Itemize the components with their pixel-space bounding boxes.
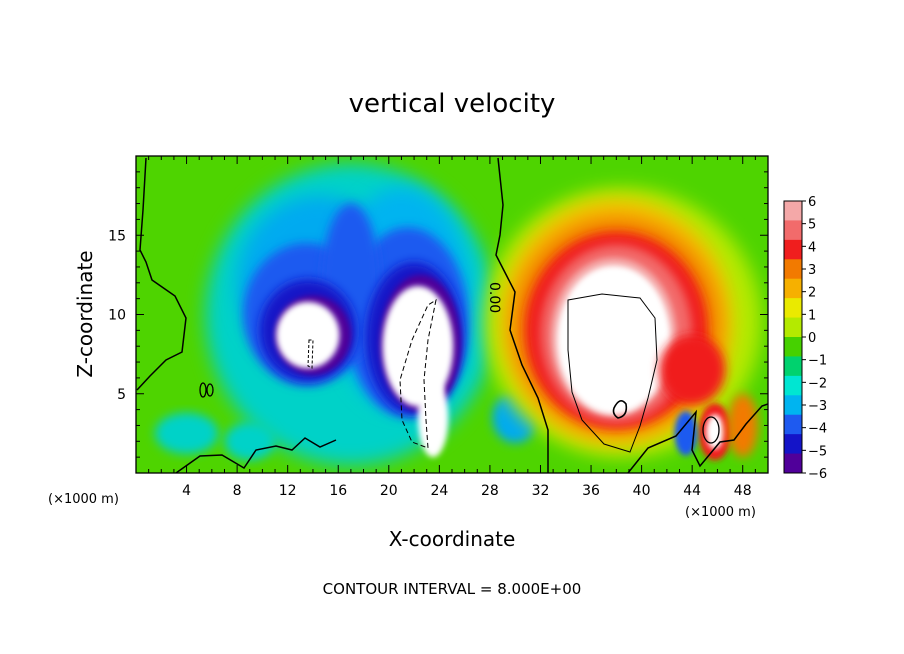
x-tick-label: 28 — [481, 483, 499, 499]
x-tick-label: 40 — [633, 483, 651, 499]
colorbar-swatch — [784, 317, 802, 338]
colorbar-swatch — [784, 395, 802, 416]
contour-updraft-core — [567, 293, 658, 453]
colorbar: 6 5 4 3 2 1 0 −1 −2 −3 −4 −5 −6 — [783, 195, 827, 482]
colorbar-label: 2 — [808, 286, 816, 301]
y-tick-label: 5 — [117, 387, 126, 403]
contour-lines — [136, 157, 768, 473]
colorbar-swatch — [784, 298, 802, 319]
x-tick-label: 12 — [279, 483, 297, 499]
colorbar-label: 3 — [808, 263, 816, 278]
colorbar-label: 6 — [808, 195, 816, 210]
x-tick-label: 24 — [430, 483, 448, 499]
contour-zero-west — [136, 157, 187, 391]
contour-zero-floor — [175, 437, 337, 473]
colorbar-swatch — [784, 220, 802, 241]
y-axis: 5 10 15 — [108, 171, 768, 458]
field-blob — [674, 411, 698, 456]
field-blob — [556, 265, 671, 415]
contour-loop-east — [702, 416, 720, 444]
y-axis-label: Z-coordinate — [73, 250, 97, 377]
colorbar-swatch — [784, 453, 802, 474]
contour-zero-east — [495, 157, 549, 473]
contour-label: 0.00 — [486, 282, 502, 313]
colorbar-label: 4 — [808, 240, 816, 255]
x-tick-label: 20 — [380, 483, 398, 499]
colorbar-label: −6 — [808, 467, 827, 482]
plot-area — [136, 156, 768, 473]
colorbar-swatch — [784, 278, 802, 299]
x-axis-label: X-coordinate — [389, 527, 516, 551]
contour-downdraft-west-dashed — [307, 339, 314, 369]
colorbar-label: −2 — [808, 376, 827, 391]
contour-zero-east-floor — [627, 403, 768, 473]
colorbar-swatch — [784, 434, 802, 455]
x-unit-left: (×1000 m) — [48, 492, 119, 507]
colorbar-label: −3 — [808, 399, 827, 414]
colorbar-swatch — [784, 375, 802, 396]
y-tick-label: 10 — [108, 308, 126, 324]
x-tick-label: 4 — [182, 483, 191, 499]
field-blob — [154, 412, 219, 454]
colorbar-swatch — [784, 259, 802, 280]
colorbar-swatch — [784, 356, 802, 377]
colorbar-label: 5 — [808, 218, 816, 233]
contour-updraft-inner — [612, 400, 628, 419]
x-tick-label: 48 — [734, 483, 752, 499]
colorbar-label: 0 — [808, 331, 816, 346]
colorbar-swatch — [784, 239, 802, 260]
colorbar-swatch — [784, 337, 802, 357]
x-tick-label: 36 — [582, 483, 600, 499]
x-tick-label: 32 — [532, 483, 550, 499]
colorbar-swatch — [784, 414, 802, 435]
colorbar-label: −5 — [808, 444, 827, 459]
chart-title: vertical velocity — [349, 89, 556, 119]
field-blob — [382, 285, 454, 407]
field-blob — [224, 422, 276, 461]
field-blob — [417, 377, 449, 458]
contour-interval-note: CONTOUR INTERVAL = 8.000E+00 — [323, 580, 582, 598]
contour-downdraft-dashed — [399, 298, 437, 449]
field-blob — [659, 335, 726, 405]
y-tick-label: 15 — [108, 228, 126, 244]
x-axis: 4 8 12 16 20 24 28 32 36 40 44 48 — [148, 156, 756, 499]
x-tick-label: 16 — [329, 483, 347, 499]
x-tick-label: 8 — [233, 483, 242, 499]
colorbar-label: −1 — [808, 354, 827, 369]
contour-loop-small — [199, 382, 207, 398]
field-layers — [154, 163, 762, 466]
colorbar-swatch — [784, 201, 802, 221]
colorbar-label: 1 — [808, 308, 816, 323]
colorbar-label: −4 — [808, 422, 827, 437]
x-tick-label: 44 — [683, 483, 701, 499]
field-blob — [706, 414, 724, 450]
x-unit-right: (×1000 m) — [685, 505, 756, 520]
field-blob — [727, 393, 758, 458]
field-blob — [276, 301, 340, 369]
contour-loop-small-2 — [206, 383, 214, 397]
